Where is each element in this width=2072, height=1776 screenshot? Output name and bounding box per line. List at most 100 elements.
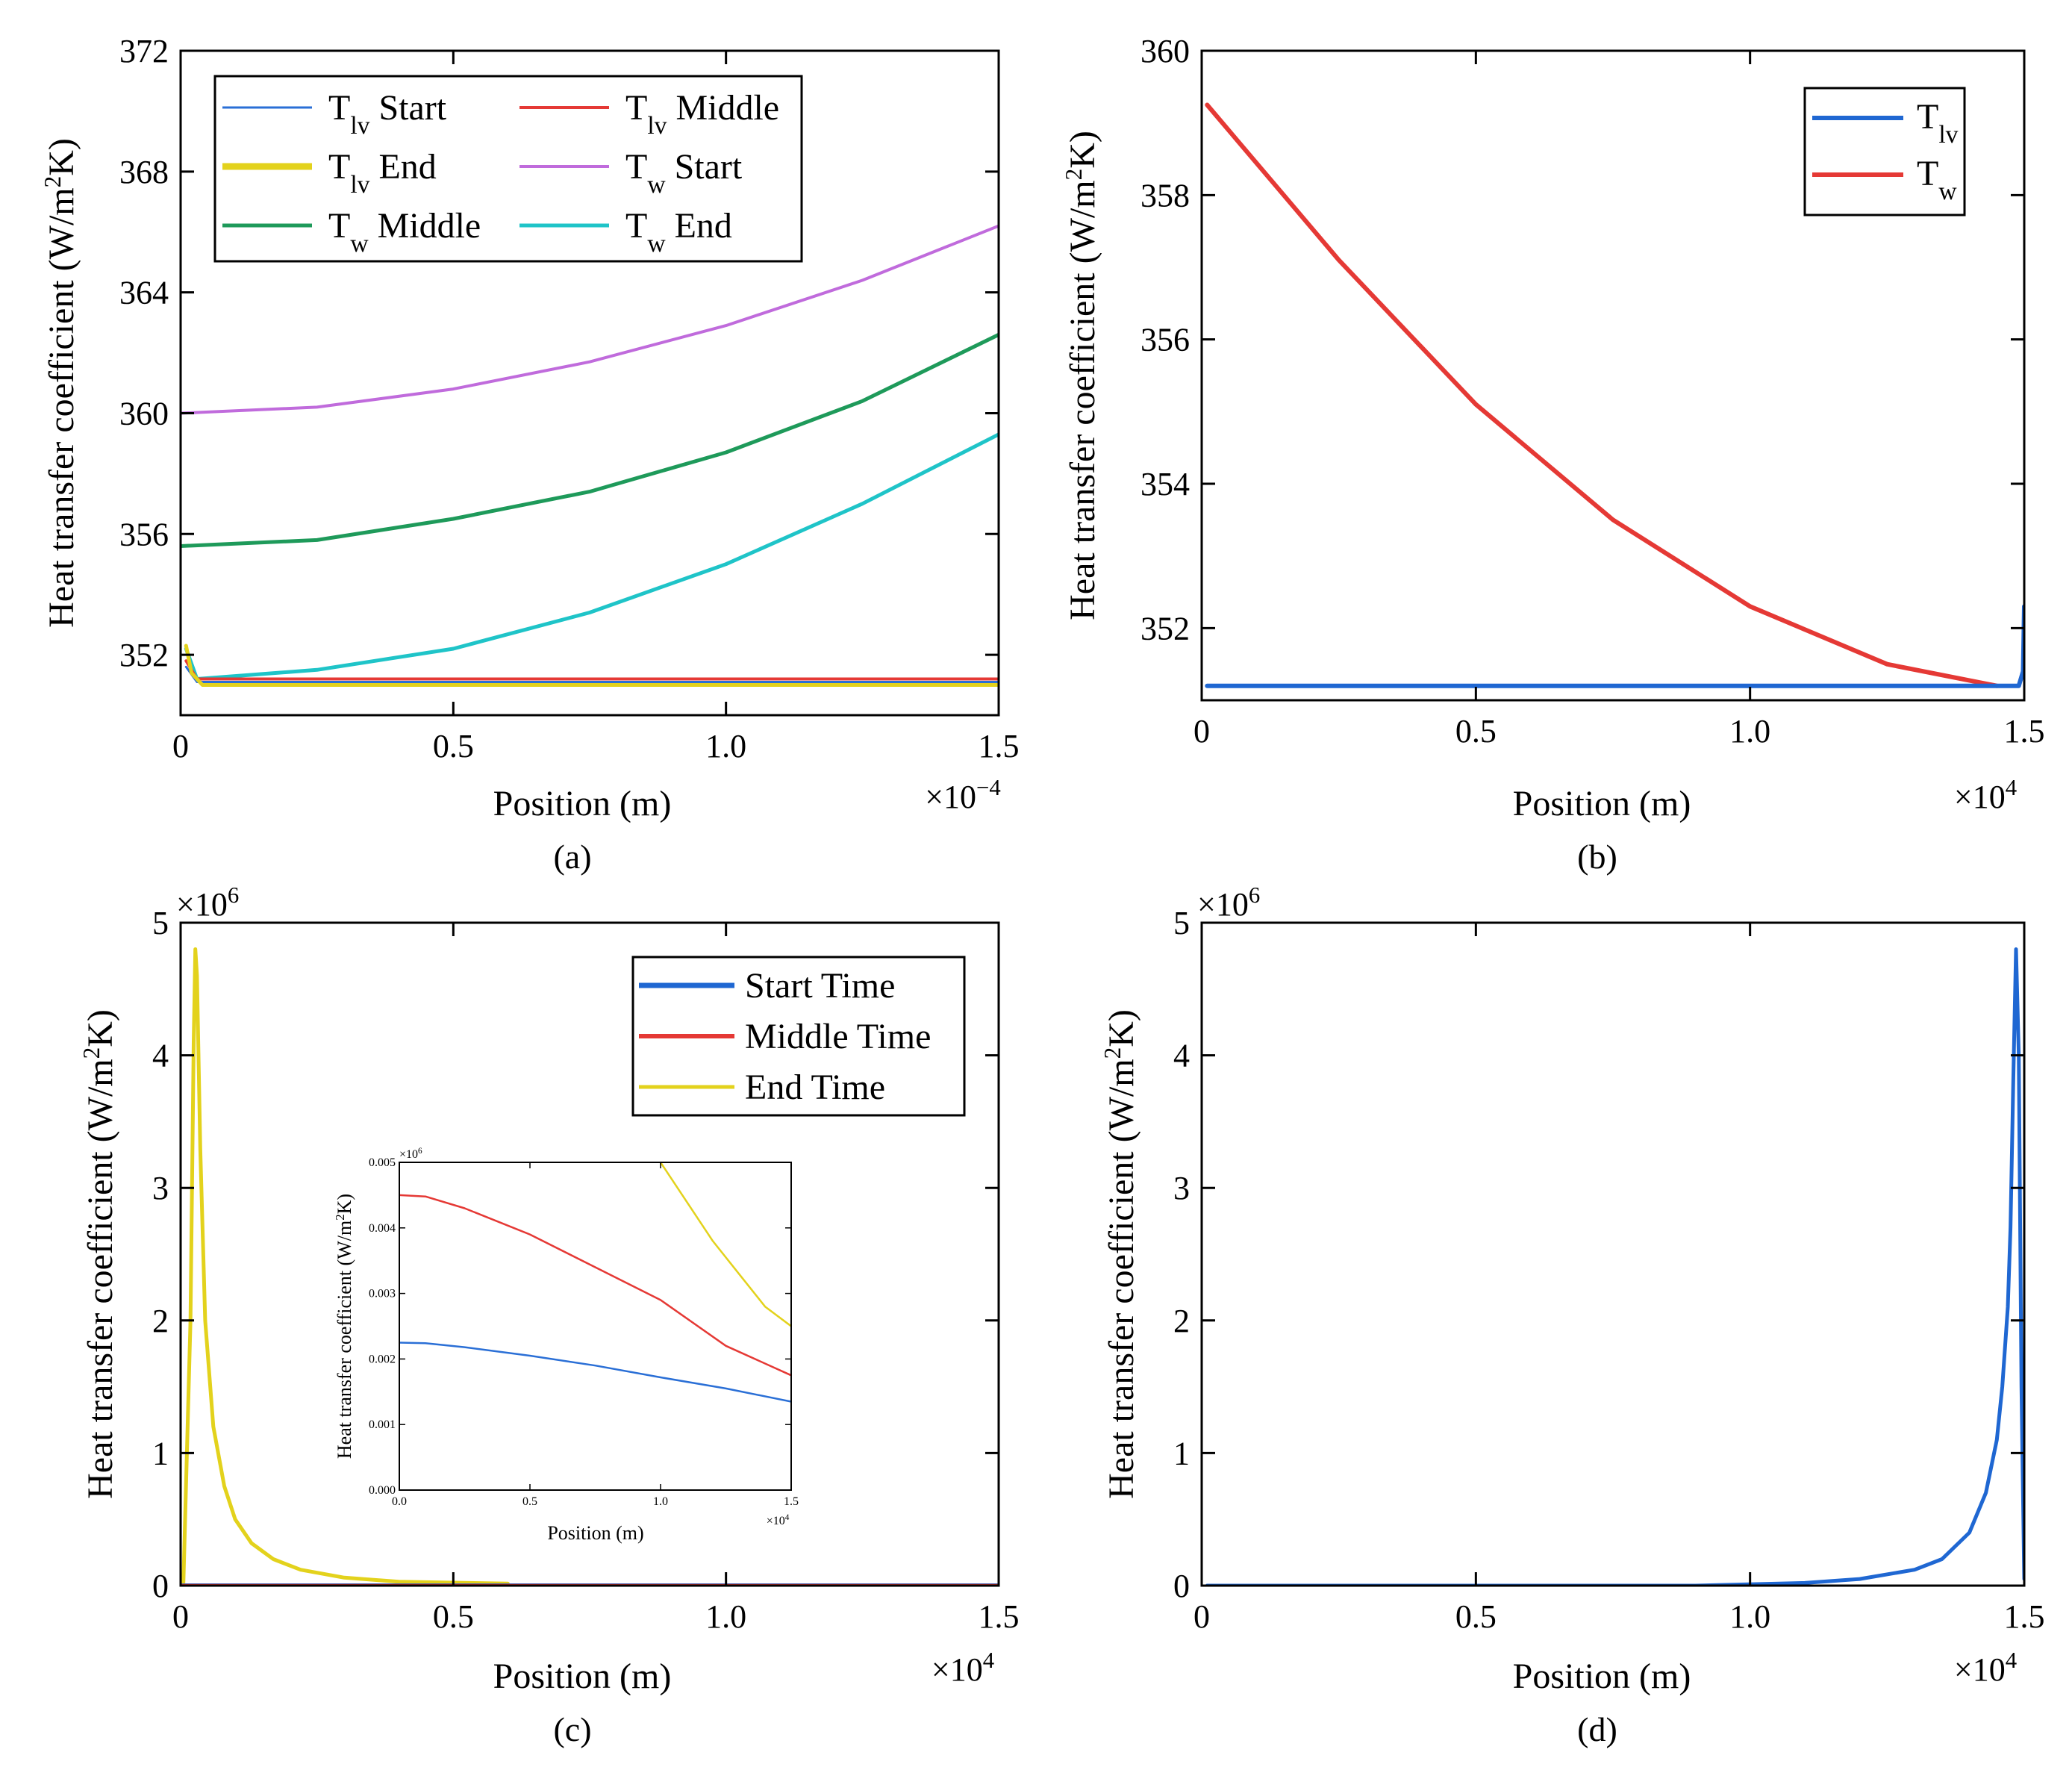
chart-a-xtick-label: 0.5 xyxy=(433,728,474,764)
chart-a-axes-frame xyxy=(179,49,1000,717)
chart-b-ylabel-text: K) xyxy=(1063,131,1102,169)
chart-d-xtick-label: 0.5 xyxy=(1455,1598,1497,1635)
chart-d-xtick-label: 0 xyxy=(1193,1598,1210,1635)
chart-c-inset-ytick-label: 0.003 xyxy=(369,1288,396,1300)
chart-c-xtick-label: 0 xyxy=(172,1598,189,1635)
chart-c-x-multiplier: ×104 xyxy=(932,1648,994,1688)
chart-c-inset-ytick-label: 0.000 xyxy=(369,1484,396,1497)
chart-a-legend-sub: lv xyxy=(350,171,369,199)
chart-a-ytick-label: 372 xyxy=(119,33,169,69)
chart-a-panel-label: (a) xyxy=(553,838,591,876)
chart-c-inset-ylabel-sup: 2 xyxy=(333,1214,347,1220)
chart-b-legend-box xyxy=(1803,87,1966,216)
chart-d-xtick-label: 1.5 xyxy=(2004,1598,2045,1635)
chart-b-legend-main: T xyxy=(1917,154,1938,193)
chart-d-series-heat-transfer-coefficient xyxy=(1205,947,2024,1586)
chart-b-ytick-label: 356 xyxy=(1140,322,1190,358)
chart-a-series-tw-end xyxy=(184,432,999,681)
chart-c-ytick-label: 4 xyxy=(152,1038,169,1074)
chart-d-x-multiplier: ×104 xyxy=(1954,1648,2017,1688)
chart-b-ylabel: Heat transfer coefficient (W/m2K) xyxy=(1061,131,1103,620)
chart-c-inset-xlabel: Position (m) xyxy=(547,1522,643,1544)
chart-c-xtick-label: 1.0 xyxy=(705,1598,746,1635)
chart-c-inset-xtick-label: 0.0 xyxy=(392,1495,407,1508)
chart-a-legend-main: T xyxy=(328,88,350,128)
chart-b-ytick-label: 354 xyxy=(1140,466,1190,502)
chart-a-x-multiplier-exp: −4 xyxy=(976,775,1001,800)
chart-c-inset-y-multiplier-exp: 6 xyxy=(418,1147,422,1156)
chart-c-legend-label: End Time xyxy=(745,1068,885,1107)
chart-a-legend-main: T xyxy=(625,147,647,187)
chart-d-ytick-label: 2 xyxy=(1173,1303,1190,1339)
chart-d-panel-label: (d) xyxy=(1577,1710,1617,1748)
chart-a-legend-label: Tw End xyxy=(625,206,732,258)
chart-a-legend-label: Tlv Middle xyxy=(625,88,779,140)
chart-d-ytick-label: 5 xyxy=(1173,905,1190,941)
chart-d-y-multiplier-exp: 6 xyxy=(1249,882,1260,908)
chart-d-x-multiplier-exp: 4 xyxy=(2006,1648,2017,1673)
chart-a-xlabel: Position (m) xyxy=(493,784,672,823)
chart-d-xtick-label: 1.0 xyxy=(1729,1598,1770,1635)
chart-a-ytick-label: 364 xyxy=(119,275,169,311)
chart-a-legend-rest: End xyxy=(666,206,732,246)
chart-a-ytick-label: 368 xyxy=(119,154,169,190)
chart-c-y-multiplier-base: ×10 xyxy=(176,886,228,923)
chart-a-x-multiplier-base: ×10 xyxy=(925,779,976,815)
chart-c-panel-label: (c) xyxy=(553,1710,591,1748)
chart-d-ylabel-sup: 2 xyxy=(1099,1047,1126,1059)
chart-b-legend-label: Tw xyxy=(1917,154,1957,205)
chart-a-legend-label: Tlv End xyxy=(328,147,437,199)
chart-b-xtick-label: 1.0 xyxy=(1729,713,1770,750)
chart-a-xtick-label: 0 xyxy=(172,728,189,764)
chart-b-ylabel-text: Heat transfer coefficient (W/m xyxy=(1063,180,1102,620)
chart-a-legend-sub: lv xyxy=(647,112,667,140)
chart-c-x-multiplier-exp: 4 xyxy=(983,1648,994,1673)
chart-d-ytick-label: 3 xyxy=(1173,1170,1190,1206)
chart-b-panel-label: (b) xyxy=(1577,838,1617,876)
chart-a-xtick-label: 1.0 xyxy=(705,728,746,764)
chart-a-legend-rest: Middle xyxy=(369,206,481,246)
chart-a-legend-main: T xyxy=(328,147,350,187)
chart-c-inset-y-multiplier: ×106 xyxy=(399,1147,422,1161)
chart-a-ylabel-text: K) xyxy=(42,138,81,176)
chart-a-ytick-label: 352 xyxy=(119,637,169,673)
chart-a-ytick-label: 360 xyxy=(119,395,169,431)
chart-c-ytick-label: 3 xyxy=(152,1170,169,1206)
chart-c-inset-x-multiplier-exp: 4 xyxy=(785,1513,790,1522)
chart-a-ylabel-text: Heat transfer coefficient (W/m xyxy=(42,187,81,627)
chart-a-xtick-label: 1.5 xyxy=(979,728,1020,764)
chart-d-ytick-label: 4 xyxy=(1173,1038,1190,1074)
chart-a-legend-rest: Start xyxy=(369,88,446,128)
chart-b-legend-sub: lv xyxy=(1938,121,1958,149)
chart-b-x-multiplier-base: ×10 xyxy=(1954,779,2006,815)
chart-d-ylabel-text: Heat transfer coefficient (W/m xyxy=(1102,1059,1141,1498)
chart-a-legend-rest: Start xyxy=(666,147,743,187)
chart-c-inset-ylabel-text: K) xyxy=(334,1194,355,1214)
chart-c-inset-x-multiplier-base: ×10 xyxy=(767,1515,785,1527)
chart-b-x-multiplier-exp: 4 xyxy=(2006,775,2017,800)
chart-b-ytick-label: 360 xyxy=(1140,33,1190,69)
chart-d-ylabel: Heat transfer coefficient (W/m2K) xyxy=(1099,1009,1142,1499)
chart-c-inset-ylabel: Heat transfer coefficient (W/m2K) xyxy=(333,1194,356,1459)
chart-a-legend-main: T xyxy=(625,88,647,128)
chart-c-axes-frame xyxy=(179,921,1000,1587)
chart-a-ylabel: Heat transfer coefficient (W/m2K) xyxy=(40,138,82,628)
chart-c-inset-ytick-label: 0.004 xyxy=(369,1222,396,1235)
chart-d-y-multiplier: ×106 xyxy=(1197,882,1260,923)
chart-a-legend-sub: w xyxy=(647,230,666,258)
chart-c-inset-xtick-label: 1.5 xyxy=(784,1495,799,1508)
chart-a-legend-label: Tlv Start xyxy=(328,88,447,140)
chart-a-legend-label: Tw Middle xyxy=(328,206,481,258)
chart-a-legend-rest: Middle xyxy=(667,88,779,128)
chart-c-x-multiplier-base: ×10 xyxy=(932,1651,983,1688)
chart-b-axes-frame xyxy=(1200,49,2026,702)
chart-c-inset-axes-frame xyxy=(399,1162,792,1491)
chart-a-legend-main: T xyxy=(625,206,647,246)
chart-a-series-tlv-end xyxy=(184,644,999,687)
chart-d-y-multiplier-base: ×10 xyxy=(1197,886,1249,923)
chart-c-inset-series-start-time xyxy=(399,1342,791,1403)
chart-b-legend-sub: w xyxy=(1938,178,1957,205)
chart-b-legend-label: Tlv xyxy=(1917,97,1959,149)
chart-c-ylabel-text: K) xyxy=(81,1009,120,1047)
